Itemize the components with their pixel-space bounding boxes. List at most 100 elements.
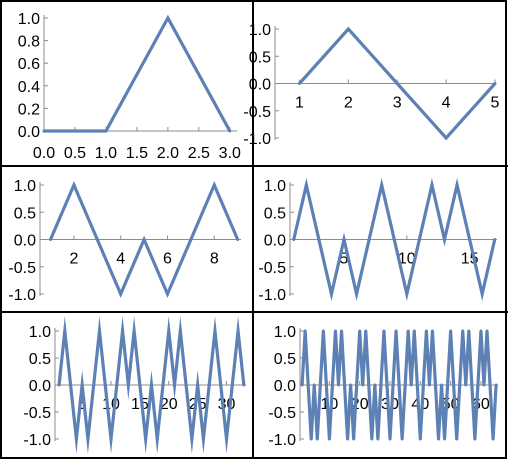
data-point	[367, 383, 371, 387]
y-tick-label: 0.0	[249, 77, 271, 94]
data-point	[49, 238, 53, 241]
x-tick-label: 8	[210, 251, 219, 268]
data-point	[121, 329, 125, 333]
data-point	[455, 183, 459, 187]
y-tick-label: 0.5	[29, 351, 51, 368]
data-point	[392, 238, 396, 241]
data-point	[395, 82, 399, 85]
data-point	[494, 383, 498, 387]
y-tick-label: 1.0	[274, 324, 296, 341]
data-point	[190, 437, 194, 441]
y-tick-label: 0.5	[274, 351, 296, 368]
data-point	[493, 238, 497, 241]
data-point	[361, 383, 365, 387]
data-point	[329, 292, 333, 296]
data-point	[424, 329, 428, 333]
data-point	[166, 16, 170, 20]
data-point	[409, 383, 413, 387]
data-point	[330, 383, 334, 387]
data-point	[480, 292, 484, 296]
data-point	[317, 238, 321, 241]
data-point	[355, 292, 359, 296]
x-tick-label: 2.0	[157, 145, 179, 162]
x-tick-label: 6	[163, 251, 172, 268]
data-point	[400, 437, 404, 441]
data-point	[74, 437, 78, 441]
data-point	[433, 383, 437, 387]
x-tick-label: 3.0	[219, 145, 241, 162]
plot-panel-4: -1.0-0.50.00.51.05 10 15	[258, 177, 497, 304]
data-point	[446, 383, 450, 387]
data-point	[173, 383, 177, 387]
data-point	[405, 292, 409, 296]
data-point	[346, 27, 350, 31]
data-point	[358, 329, 362, 333]
y-tick-label: 0.5	[249, 49, 271, 66]
y-tick-label: -1.0	[268, 432, 296, 449]
data-point	[458, 383, 462, 387]
data-point	[493, 82, 497, 85]
y-tick-label: 0.0	[274, 378, 296, 395]
data-point	[367, 238, 371, 241]
data-point	[343, 383, 347, 387]
data-point	[155, 437, 159, 441]
data-point	[346, 437, 350, 441]
y-tick-label: -0.5	[258, 260, 286, 277]
x-tick-label: 3	[393, 95, 402, 112]
data-point	[315, 437, 319, 441]
x-tick-label: 30	[381, 396, 399, 413]
data-point	[412, 329, 416, 333]
x-tick-label: 25	[189, 396, 207, 413]
data-point	[394, 329, 398, 333]
data-point	[309, 437, 313, 441]
x-tick-label: 2	[344, 95, 353, 112]
data-point	[430, 183, 434, 187]
data-point	[443, 437, 447, 441]
data-point	[364, 329, 368, 333]
data-point	[437, 437, 441, 441]
data-point	[42, 129, 46, 133]
y-tick-label: 0.8	[18, 34, 40, 51]
data-point	[370, 437, 374, 441]
data-point	[178, 329, 182, 333]
data-point	[201, 437, 205, 441]
data-point	[385, 383, 389, 387]
y-tick-label: -1.0	[23, 432, 51, 449]
data-point	[461, 329, 465, 333]
y-tick-label: 1.0	[14, 178, 36, 195]
data-point	[349, 383, 353, 387]
data-point	[324, 383, 328, 387]
data-point	[318, 383, 322, 387]
data-point	[427, 383, 431, 387]
data-point	[219, 383, 223, 387]
data-point	[380, 183, 384, 187]
data-point	[333, 329, 337, 333]
y-tick-label: 1.0	[249, 22, 271, 39]
plot-panel-5: -1.0 -0.5 0.0 0.5 1.0 5 10 15 20 25 30	[23, 315, 246, 455]
data-point	[355, 383, 359, 387]
data-point	[126, 383, 130, 387]
y-tick-label: -0.5	[23, 405, 51, 422]
x-tick-label: 0.5	[64, 145, 86, 162]
x-tick-label: 0.0	[33, 145, 55, 162]
data-point	[297, 82, 301, 85]
data-point	[95, 238, 99, 241]
data-point	[196, 383, 200, 387]
data-point	[304, 183, 308, 187]
x-tick-label: 20	[160, 396, 178, 413]
data-point	[473, 437, 477, 441]
data-point	[455, 437, 459, 441]
data-point	[443, 238, 446, 241]
data-point	[144, 437, 148, 441]
data-point	[92, 383, 96, 387]
data-point	[468, 238, 472, 241]
data-point	[142, 238, 146, 241]
data-point	[415, 383, 419, 387]
y-tick-label: 1.0	[29, 324, 51, 341]
plot-panel-6: -1.0-0.50.00.51.010 20 30 40 50 60	[268, 324, 498, 449]
data-point	[303, 329, 307, 333]
x-tick-label: 10	[321, 396, 339, 413]
plot-panel-2: -1.0 -0.5 0.0 0.5 1.0 1 2 3 4 5	[243, 22, 499, 148]
data-point	[225, 437, 229, 441]
